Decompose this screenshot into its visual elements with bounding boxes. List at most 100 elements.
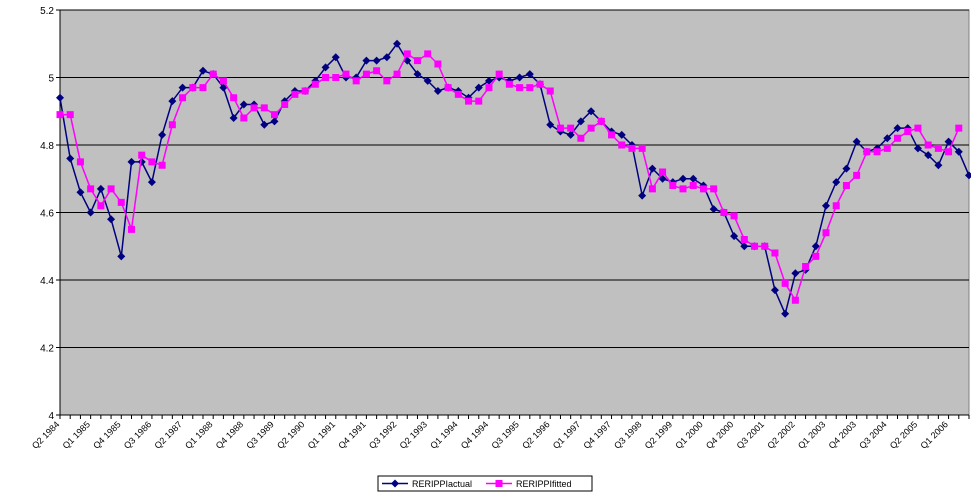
- marker: [515, 73, 524, 82]
- marker: [260, 104, 268, 112]
- marker: [566, 130, 575, 139]
- x-tick-label: Q3 1986: [122, 419, 153, 450]
- marker: [730, 232, 739, 241]
- x-tick-label: Q3 2001: [735, 419, 766, 450]
- marker: [659, 168, 667, 176]
- marker: [198, 66, 207, 75]
- x-tick-label: Q2 1993: [398, 419, 429, 450]
- marker: [516, 84, 524, 92]
- marker: [669, 182, 677, 189]
- marker: [546, 87, 554, 95]
- marker: [270, 111, 278, 119]
- x-tick-label: Q3 1989: [244, 419, 275, 450]
- marker: [260, 120, 269, 129]
- marker: [699, 185, 707, 193]
- marker: [342, 70, 350, 78]
- marker: [239, 100, 248, 109]
- marker: [965, 171, 971, 180]
- marker: [76, 158, 84, 166]
- marker: [240, 114, 248, 122]
- marker: [158, 130, 167, 139]
- marker: [178, 83, 187, 92]
- x-tick-label: Q3 1995: [490, 419, 521, 450]
- marker: [556, 124, 564, 132]
- marker: [873, 148, 881, 156]
- legend-box: [377, 475, 593, 492]
- marker: [322, 74, 330, 81]
- marker: [822, 229, 830, 237]
- x-tick-label: Q2 1996: [520, 419, 551, 450]
- marker: [352, 77, 360, 85]
- x-tick-label: Q1 1991: [306, 419, 337, 450]
- marker: [403, 50, 411, 58]
- marker: [811, 242, 820, 251]
- marker: [424, 50, 432, 58]
- marker: [147, 178, 156, 187]
- x-tick-label: Q1 2003: [796, 419, 827, 450]
- x-tick-label: Q4 1997: [581, 419, 612, 450]
- marker: [505, 80, 513, 88]
- marker: [853, 171, 861, 179]
- marker: [168, 97, 177, 106]
- marker: [781, 309, 790, 318]
- marker: [567, 124, 575, 132]
- marker: [720, 209, 728, 216]
- y-tick-label: 4.6: [40, 209, 54, 220]
- marker: [883, 144, 891, 152]
- marker: [362, 56, 371, 65]
- legend-label: RERIPPIfitted: [516, 479, 572, 489]
- marker: [423, 76, 432, 85]
- marker: [761, 242, 769, 250]
- marker: [179, 94, 187, 102]
- marker: [383, 77, 391, 85]
- x-tick-label: Q4 2003: [827, 419, 858, 450]
- marker: [587, 107, 596, 116]
- marker: [751, 242, 759, 250]
- marker: [679, 185, 687, 193]
- marker: [454, 90, 462, 98]
- marker: [199, 84, 207, 92]
- marker: [893, 124, 902, 133]
- marker: [291, 90, 299, 98]
- marker: [536, 80, 544, 88]
- marker: [832, 202, 840, 210]
- marker: [96, 184, 105, 193]
- marker: [465, 97, 473, 105]
- marker: [638, 191, 647, 200]
- x-tick-label: Q1 1985: [61, 419, 92, 450]
- marker: [526, 84, 534, 92]
- marker: [812, 252, 820, 260]
- marker: [679, 174, 688, 183]
- marker: [331, 53, 340, 62]
- marker: [137, 157, 146, 166]
- y-tick-label: 4.4: [40, 276, 54, 287]
- x-tick-label: Q2 1984: [30, 419, 61, 450]
- marker: [250, 104, 258, 112]
- marker: [689, 182, 697, 189]
- marker: [332, 74, 340, 81]
- marker: [373, 67, 381, 75]
- marker: [107, 215, 116, 224]
- x-tick-label: Q4 2000: [704, 419, 735, 450]
- marker: [158, 161, 166, 169]
- marker: [945, 148, 953, 156]
- marker: [56, 93, 64, 102]
- marker: [484, 76, 493, 85]
- legend-marker: [495, 480, 503, 487]
- x-tick-label: Q2 2005: [888, 419, 919, 450]
- marker: [955, 124, 963, 132]
- y-tick-label: 4.8: [40, 141, 54, 152]
- marker: [852, 137, 861, 146]
- legend-label: RERIPPIactual: [412, 479, 472, 489]
- marker: [883, 134, 892, 143]
- marker: [97, 202, 105, 210]
- marker: [372, 56, 381, 65]
- marker: [117, 198, 125, 206]
- marker: [618, 141, 626, 149]
- marker: [127, 225, 135, 233]
- marker: [954, 147, 963, 156]
- marker: [281, 101, 289, 108]
- marker: [832, 178, 841, 187]
- marker: [525, 70, 534, 79]
- marker: [576, 117, 585, 126]
